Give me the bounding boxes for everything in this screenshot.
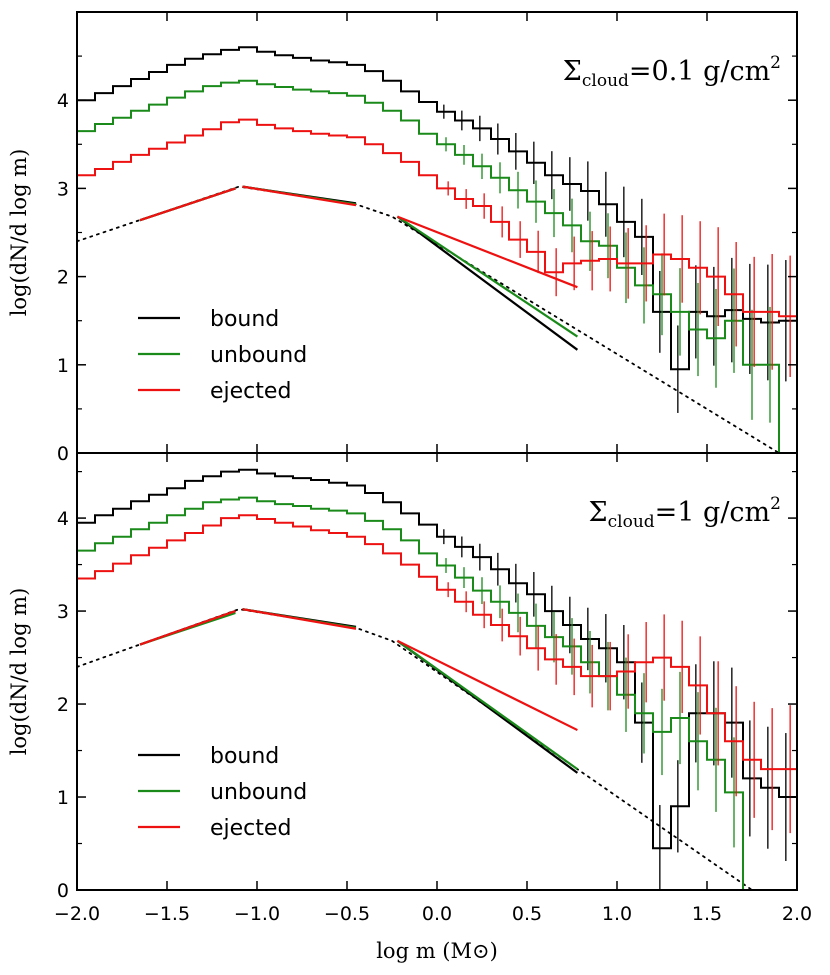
fit-line-unbound-2 bbox=[396, 639, 579, 771]
plot-area bbox=[77, 468, 797, 890]
ylabel: log(dN/d log m) bbox=[7, 149, 31, 317]
series-bound bbox=[77, 468, 797, 850]
reference-dotted-line bbox=[77, 185, 780, 453]
series-bound bbox=[77, 46, 797, 371]
legend-label-ejected: ejected bbox=[210, 816, 291, 841]
reference-dotted-line bbox=[77, 608, 753, 890]
legend-label-unbound: unbound bbox=[210, 343, 307, 368]
fit-line-bound-2 bbox=[396, 215, 579, 351]
xtick-label: 2.0 bbox=[782, 903, 812, 925]
ylabel: log(dN/d log m) bbox=[7, 588, 31, 756]
ytick-label: 4 bbox=[57, 90, 69, 112]
fit-line-ejected-2 bbox=[396, 639, 578, 732]
series-unbound bbox=[77, 496, 797, 890]
ytick-label: 3 bbox=[57, 178, 69, 200]
annotation-sigma: Σcloud=0.1 g/cm2 bbox=[563, 53, 781, 91]
annotation-sigma: Σcloud=1 g/cm2 bbox=[589, 494, 781, 532]
fit-line-ejected-2 bbox=[396, 215, 578, 289]
ytick-label: 0 bbox=[57, 443, 69, 465]
xtick-label: 0.0 bbox=[422, 903, 452, 925]
series-unbound bbox=[77, 79, 797, 453]
fit-line-unbound-2 bbox=[396, 215, 579, 338]
ytick-label: 4 bbox=[57, 508, 69, 530]
legend-label-bound: bound bbox=[210, 307, 279, 332]
fit-line-ejected-1 bbox=[242, 185, 357, 207]
xtick-label: −1.5 bbox=[144, 903, 190, 925]
xtick-label: 1.5 bbox=[692, 903, 722, 925]
ytick-label: 1 bbox=[57, 355, 69, 377]
xtick-label: −2.0 bbox=[54, 903, 100, 925]
xtick-label: 0.5 bbox=[512, 903, 542, 925]
panel-top: 0 1 2 3 4 log(dN/d log m) Σcloud=0.1 g/cm2 boun… bbox=[7, 11, 798, 465]
legend-label-ejected: ejected bbox=[210, 379, 291, 404]
ytick-label: 2 bbox=[57, 694, 69, 716]
ytick-label: 3 bbox=[57, 601, 69, 623]
series-ejected bbox=[77, 118, 797, 318]
series-ejected bbox=[77, 514, 797, 771]
xtick-label: 1.0 bbox=[602, 903, 632, 925]
panel-bottom: 0 1 2 3 4 −2.0 −1.5 −1.0 −0.5 0.0 0.5 1.0 1.5 2.0 log(… bbox=[7, 452, 812, 963]
fit-line-ejected-0 bbox=[139, 610, 236, 646]
ytick-label: 2 bbox=[57, 267, 69, 289]
xlabel: log m (M⊙) bbox=[376, 939, 498, 963]
legend-label-unbound: unbound bbox=[210, 780, 307, 805]
fit-line-ejected-1 bbox=[242, 608, 357, 630]
fit-line-ejected-0 bbox=[139, 187, 236, 222]
ytick-label: 1 bbox=[57, 787, 69, 809]
plot-area bbox=[77, 46, 797, 453]
xtick-label: −0.5 bbox=[324, 903, 370, 925]
xtick-label: −1.0 bbox=[234, 903, 280, 925]
ytick-label: 0 bbox=[57, 880, 69, 902]
legend-label-bound: bound bbox=[210, 744, 279, 769]
